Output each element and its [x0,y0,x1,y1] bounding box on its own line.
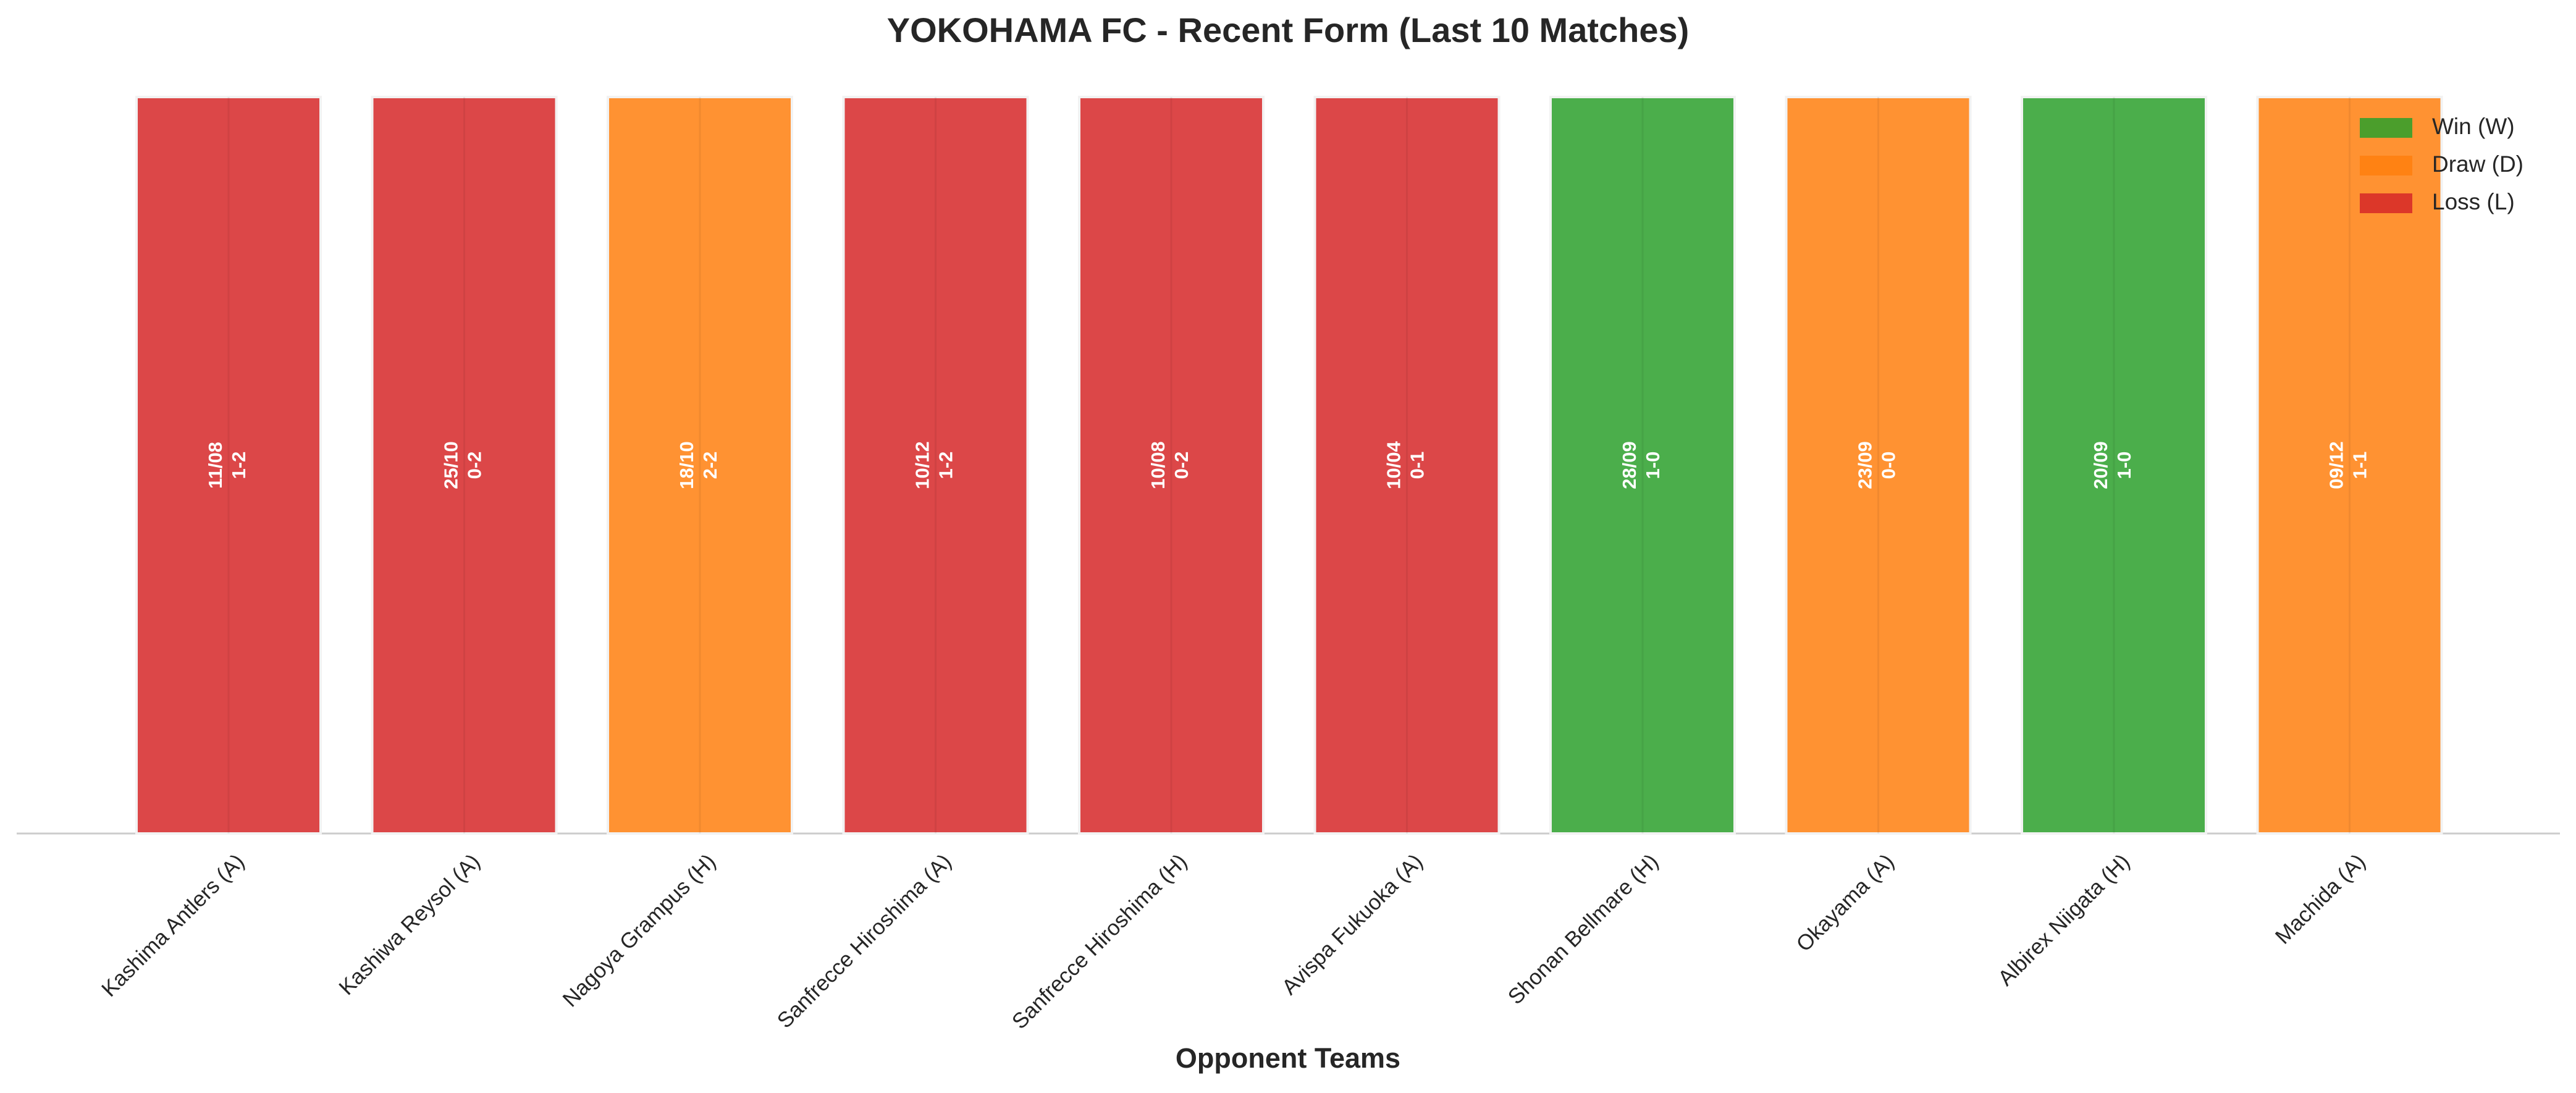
bar-label: 20/09 [2090,441,2111,489]
bar-label: 1-1 [2349,452,2371,479]
bar-label: 10/04 [1383,441,1405,489]
bar-label: 1-0 [1642,452,1664,479]
bar [1078,96,1265,835]
legend-swatch [2360,118,2412,138]
x-tick-label: Kashiwa Reysol (A) [334,850,485,1000]
legend-label: Win (W) [2432,114,2515,139]
x-tick-label: Kashima Antlers (A) [97,850,249,1002]
bar [1785,96,1972,835]
bar [607,96,793,835]
bar-label: 0-2 [1171,452,1192,479]
bar-label: 2-2 [699,452,721,479]
bar-label: 0-1 [1407,452,1428,479]
bar-label: 1-2 [935,452,957,479]
bar [842,96,1029,835]
bar-label: 25/10 [440,441,462,489]
chart-title: YOKOHAMA FC - Recent Form (Last 10 Match… [887,11,1690,49]
x-tick-label: Albirex Niigata (H) [1993,850,2134,990]
x-tick-label: Avispa Fukuoka (A) [1277,850,1428,1000]
bar-label: 28/09 [1618,441,1640,489]
x-axis-label: Opponent Teams [1176,1042,1400,1074]
bar-label: 1-0 [2113,452,2135,479]
bar [135,96,322,835]
x-tick-label: Okayama (A) [1791,850,1898,956]
bar [2021,96,2207,835]
bar-label: 0-0 [1878,452,1900,479]
x-tick-label: Sanfrecce Hiroshima (A) [773,850,956,1033]
bar-label: 10/08 [1147,441,1169,489]
x-tick-label: Nagoya Grampus (H) [558,850,720,1012]
bar-label: 0-2 [464,452,486,479]
x-tick-label: Sanfrecce Hiroshima (H) [1008,850,1192,1034]
x-tick-label: Shonan Bellmare (H) [1504,850,1664,1010]
legend-label: Draw (D) [2432,151,2523,177]
bar [371,96,558,835]
legend-swatch [2360,193,2412,213]
bar-label: 1-2 [228,452,250,479]
bar-label: 23/09 [1854,441,1876,489]
x-tick-label: Machida (A) [2271,850,2370,949]
bar [2256,96,2443,835]
legend-label: Loss (L) [2432,189,2515,214]
bar-label: 10/12 [912,441,933,489]
bar-label: 09/12 [2326,441,2347,489]
bar [1549,96,1736,835]
bar-label: 18/10 [676,441,697,489]
bar [1313,96,1501,835]
legend-swatch [2360,156,2412,175]
bar-label: 11/08 [204,442,226,489]
